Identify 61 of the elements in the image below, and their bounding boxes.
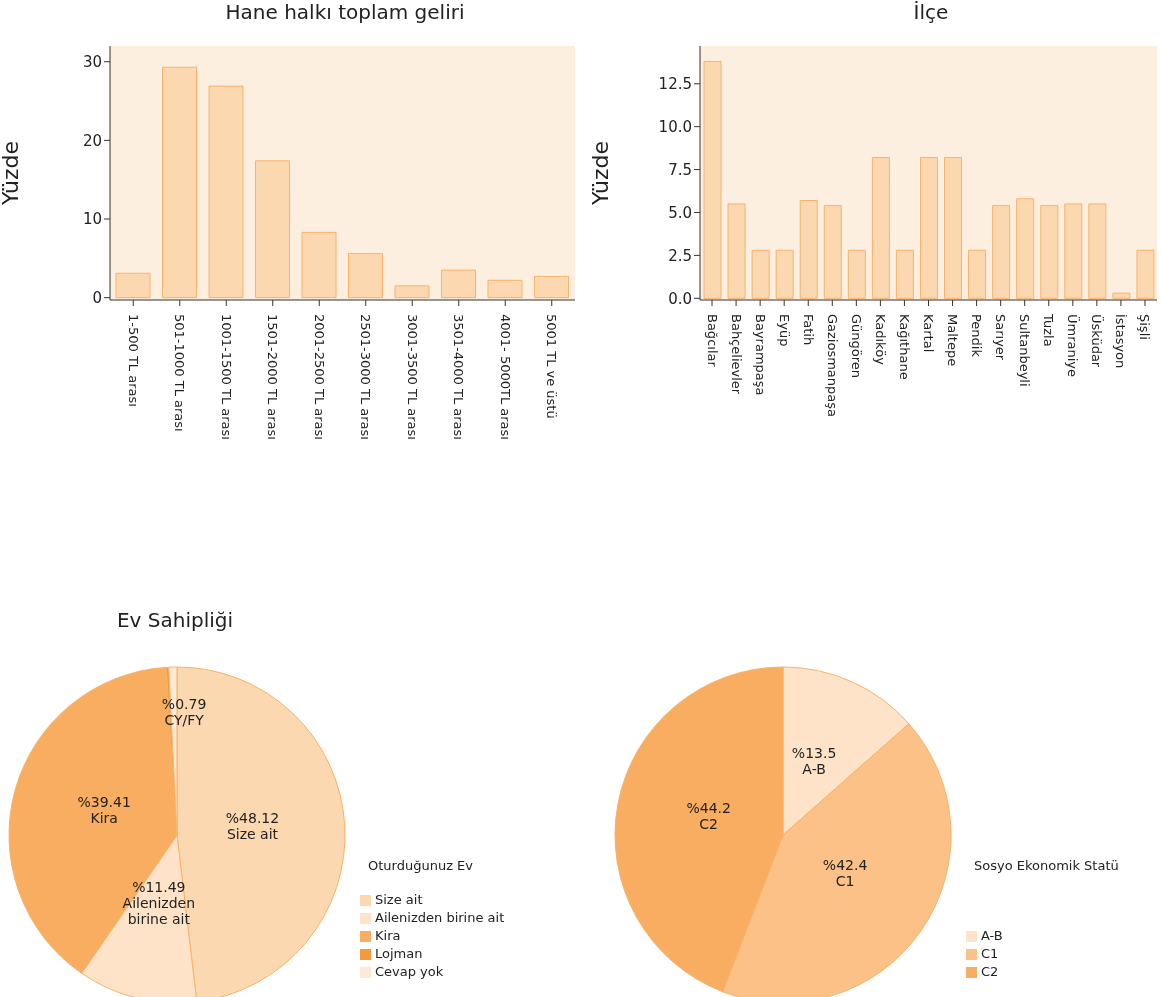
legend-label: C2 [981,964,999,979]
legend-label: A-B [981,928,1003,943]
legend-label: Ailenizden birine ait [375,910,505,925]
data-label: %48.12 Size ait [225,809,280,842]
y-axis-title: Yüzde [0,141,23,206]
y-tick-label: 10 [82,210,102,229]
y-axis-title: Yüzde [587,141,613,206]
x-tick-label: 501-1000 TL arası [172,314,188,432]
x-tick-label: Bayrampaşa [752,314,768,396]
y-tick-label: 5.0 [668,203,692,222]
x-tick-label: Gaziosmanpaşa [824,314,840,418]
data-label: %42.4 C1 [822,857,868,890]
x-tick-label: İstasyon [1113,314,1129,369]
chart-title: Ev Sahipliği [115,608,235,632]
y-tick-label: 30 [82,53,102,72]
legend-label: Kira [375,928,401,943]
chart-title: İlçe [912,0,950,24]
y-tick-label: 7.5 [668,160,692,179]
x-tick-label: Sarıyer [993,314,1009,361]
x-tick-label: 1501-2000 TL arası [265,314,281,440]
x-tick-label: Bağcılar [704,314,720,368]
data-label: %13.5 A-B [791,745,837,778]
x-tick-label: 1-500 TL arası [125,314,141,407]
data-label: %0.79 CY/FY [161,696,207,729]
x-tick-label: Ümraniye [1065,314,1082,378]
data-label: %44.2 C2 [686,800,731,833]
x-tick-label: 3001-3500 TL arası [404,314,420,440]
y-tick-label: 0 [92,288,102,307]
x-tick-label: Şişli [1137,314,1153,340]
x-tick-label: Sultanbeyli [1017,314,1033,387]
x-tick-label: Bahçelievler [728,314,744,395]
x-tick-label: 5001 TL ve üstü [544,314,560,419]
x-tick-label: 3501-4000 TL arası [451,314,467,440]
x-tick-label: Güngören [848,314,864,379]
x-tick-label: Eyüp [776,314,792,347]
legend-title: Sosyo Ekonomik Statü [974,858,1119,873]
y-tick-label: 2.5 [668,246,692,265]
y-tick-label: 20 [82,131,102,150]
chart-title: Hane halkı toplam geliri [224,0,466,24]
data-label: %39.41 Kira [77,793,131,826]
x-tick-label: Maltepe [945,314,961,367]
x-tick-label: Fatih [800,314,816,346]
x-tick-label: 2001-2500 TL arası [311,314,327,440]
x-tick-label: Üsküdar [1089,314,1106,368]
legend-title: Oturduğunuz Ev [368,858,474,873]
legend-label: Cevap yok [375,964,444,979]
legend-label: C1 [981,946,999,961]
x-tick-label: Kartal [921,314,936,353]
x-tick-label: 4001- 5000TL arası [497,314,513,440]
data-label: %11.49 Ailenizden birine ait [122,879,196,928]
x-tick-label: Tuzla [1041,313,1057,347]
x-tick-label: Pendik [969,314,985,358]
x-tick-label: 2501-3000 TL arası [358,314,374,440]
legend-label: Size ait [375,892,423,907]
legend-label: Lojman [375,946,423,961]
y-tick-label: 0.0 [668,289,692,308]
y-tick-label: 10.0 [658,117,692,136]
x-tick-label: Kadıköy [872,314,888,366]
y-tick-label: 12.5 [658,75,692,94]
x-tick-label: 1001-1500 TL arası [218,314,234,440]
x-tick-label: Kağıthane [896,314,912,380]
